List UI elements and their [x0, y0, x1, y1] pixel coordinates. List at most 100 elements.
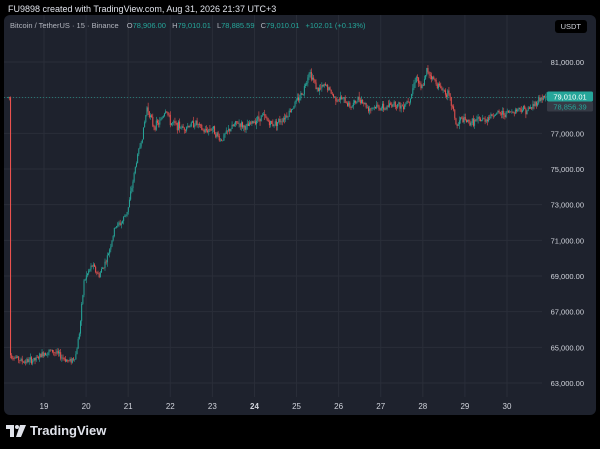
candle-body [96, 272, 98, 274]
x-tick-label: 20 [82, 402, 91, 411]
candle-body [174, 121, 176, 123]
candle-body [326, 84, 328, 86]
candle-body [535, 101, 537, 106]
candle-body [395, 106, 397, 108]
candle-body [530, 107, 532, 109]
candle-body [180, 128, 182, 129]
candle-body [203, 129, 205, 133]
candle-body [33, 357, 35, 361]
candle-body [303, 85, 305, 95]
candle-body [519, 107, 521, 110]
candle-body [316, 87, 318, 90]
last-price-badge: 79,010.01 [553, 92, 586, 101]
tradingview-logo-icon [6, 424, 26, 437]
price-chart[interactable]: 63,000.00 65,000.00 67,000.00 69,000.00 71,0… [4, 15, 596, 415]
candle-body [28, 359, 30, 363]
candle-body [160, 118, 162, 121]
candle-body [177, 121, 179, 131]
candle-body [526, 110, 528, 115]
candle-body [57, 351, 59, 354]
candle-body [46, 355, 48, 356]
candle-body [243, 125, 245, 128]
low-label: L [216, 21, 222, 30]
reference-price-badge-bg [547, 101, 593, 112]
candle-body [26, 359, 28, 363]
y-tick-label: 81,000.00 [551, 58, 584, 67]
candle-body [223, 134, 225, 141]
candle-body [116, 226, 118, 228]
candle-body [525, 108, 527, 115]
candle-body [503, 111, 505, 115]
candle-body [209, 129, 211, 130]
currency-selector[interactable]: USDT [554, 20, 587, 33]
candle-body [475, 119, 477, 121]
y-tick-label: 77,000.00 [551, 129, 584, 138]
candle-body [334, 96, 336, 98]
candle-body [126, 211, 128, 215]
candle-body [82, 295, 84, 304]
candle-body [53, 351, 55, 353]
candle-body [39, 353, 41, 359]
candle-body [343, 97, 345, 99]
candle-body [165, 111, 167, 114]
tradingview-logo[interactable]: TradingView [6, 423, 106, 438]
candle-body [27, 359, 29, 363]
high-label: H [172, 21, 178, 30]
candle-body [232, 124, 234, 127]
candle-body [161, 117, 163, 119]
candle-body [158, 122, 160, 125]
candle-body [66, 359, 68, 362]
low-value: 78,885.59 [221, 21, 255, 30]
candle-body [499, 112, 501, 114]
candle-body [509, 111, 511, 113]
candle-body [409, 98, 411, 103]
candle-body [134, 166, 136, 173]
candle-body [237, 122, 239, 124]
candle-body [240, 122, 242, 127]
candle-body [523, 106, 525, 111]
candle-body [448, 90, 450, 94]
candle-body [298, 97, 300, 101]
candle-body [524, 106, 526, 109]
candle-body [469, 121, 471, 126]
candle-body [74, 359, 76, 361]
symbol-title[interactable]: Bitcoin / TetherUS · 15 · Binance [10, 21, 119, 30]
candle-body [351, 106, 353, 108]
candle-body [344, 97, 346, 103]
candle-body [202, 129, 204, 131]
candle-body [528, 107, 530, 109]
candle-body [31, 357, 33, 364]
candle-body [84, 279, 86, 281]
candle-body [493, 115, 495, 117]
candle-body [309, 71, 311, 74]
candle-body [159, 120, 161, 125]
candle-body [477, 117, 479, 119]
tradingview-brand-text: TradingView [30, 423, 107, 438]
candle-body [310, 71, 312, 80]
candle-body [533, 104, 535, 106]
candle-body [360, 99, 362, 103]
candle-body [21, 358, 23, 362]
chart-panel[interactable]: 63,000.00 65,000.00 67,000.00 69,000.00 71,0… [4, 15, 596, 415]
candle-body [422, 85, 424, 86]
candle-body [267, 119, 269, 122]
candle-body [345, 102, 347, 104]
candle-body [315, 82, 317, 90]
candle-body [246, 123, 248, 127]
candle-body [484, 118, 486, 122]
candle-body [272, 123, 274, 126]
candle-body [187, 125, 189, 128]
candle-body [282, 118, 284, 122]
candle-body [156, 120, 158, 123]
candle-body [521, 110, 523, 113]
candle-body [238, 123, 240, 125]
candle-body [52, 349, 54, 352]
open-value: 78,906.00 [132, 21, 166, 30]
candle-body [231, 124, 233, 129]
candle-body [215, 134, 217, 137]
candle-body [34, 357, 36, 361]
candle-body [89, 269, 91, 271]
candle-body [541, 97, 543, 100]
candle-body [188, 125, 190, 128]
candle-body [90, 265, 92, 270]
